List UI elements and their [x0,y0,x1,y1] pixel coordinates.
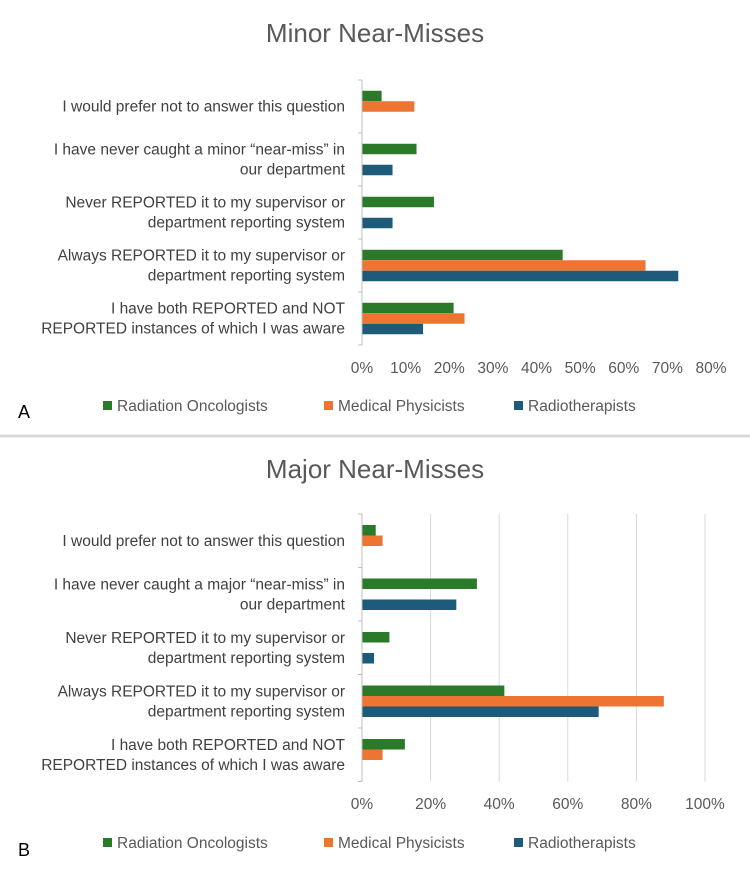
bar-radiation-oncologists [362,525,376,536]
legend-swatch [324,401,333,410]
legend-label: Medical Physicists [338,398,465,415]
bar-radiotherapists [362,164,393,176]
x-tick-label: 40% [484,796,515,813]
bar-radiation-oncologists [362,302,454,314]
bar-radiotherapists [362,706,599,717]
category-label: I would prefer not to answer this questi… [62,99,345,116]
category-label: Never REPORTED it to my supervisor or [65,630,345,647]
x-tick-label: 60% [608,360,639,377]
x-tick-label: 60% [552,796,583,813]
bar-radiotherapists [362,653,375,664]
x-tick-label: 0% [351,796,374,813]
x-tick-label: 100% [685,796,725,813]
category-label: I have both REPORTED and NOT [111,737,346,754]
category-label: department reporting system [148,268,345,285]
category-label: Always REPORTED it to my supervisor or [58,248,345,265]
bar-radiation-oncologists [362,196,434,208]
legend-swatch [103,401,112,410]
category-label: Never REPORTED it to my supervisor or [65,195,345,212]
x-tick-label: 20% [434,360,465,377]
category-label: department reporting system [148,215,345,232]
legend-label: Radiation Oncologists [117,835,268,852]
bar-radiation-oncologists [362,739,405,750]
x-tick-label: 80% [695,360,726,377]
category-label: our department [240,596,346,613]
bar-radiation-oncologists [362,249,563,261]
category-label: REPORTED instances of which I was aware [41,321,345,338]
x-tick-label: 20% [415,796,446,813]
x-tick-label: 40% [521,360,552,377]
bar-radiation-oncologists [362,685,505,696]
category-label: our department [240,162,346,179]
bar-medical-physicists [362,101,415,112]
category-label: REPORTED instances of which I was aware [41,757,345,774]
bar-radiotherapists [362,599,457,610]
legend-swatch [324,838,333,847]
legend-label: Medical Physicists [338,835,465,852]
legend-label: Radiotherapists [528,835,636,852]
panel-label: A [18,402,30,422]
x-tick-label: 70% [652,360,683,377]
category-label: department reporting system [148,703,345,720]
legend-label: Radiotherapists [528,398,636,415]
category-label: I have both REPORTED and NOT [111,301,346,318]
legend-label: Radiation Oncologists [117,398,268,415]
panel-label: B [18,840,30,860]
chart-title: Minor Near-Misses [266,18,484,48]
bar-medical-physicists [362,535,383,546]
legend-swatch [103,838,112,847]
bar-radiation-oncologists [362,143,417,155]
legend-swatch [514,401,523,410]
bar-medical-physicists [362,696,664,707]
x-tick-label: 0% [351,360,374,377]
category-label: Always REPORTED it to my supervisor or [58,683,345,700]
category-label: I have never caught a major “near-miss” … [54,576,345,593]
category-label: I would prefer not to answer this questi… [62,533,345,550]
chart-panel-b: Major Near-Misses I would prefer not to a… [18,454,725,860]
bar-radiotherapists [362,270,679,282]
bar-radiotherapists [362,217,393,229]
x-tick-label: 30% [477,360,508,377]
chart-panel-a: Minor Near-Misses I would prefer not to a… [18,18,727,422]
legend-swatch [514,838,523,847]
x-tick-label: 80% [621,796,652,813]
bar-medical-physicists [362,313,465,324]
bar-radiotherapists [362,323,424,335]
bar-radiation-oncologists [362,632,390,643]
bar-radiation-oncologists [362,578,477,589]
x-tick-label: 50% [565,360,596,377]
bar-medical-physicists [362,749,383,760]
category-label: I have never caught a minor “near-miss” … [54,142,345,159]
chart-title: Major Near-Misses [266,454,484,484]
bar-radiation-oncologists [362,90,382,102]
bar-medical-physicists [362,260,646,271]
category-label: department reporting system [148,650,345,667]
x-tick-label: 10% [390,360,421,377]
